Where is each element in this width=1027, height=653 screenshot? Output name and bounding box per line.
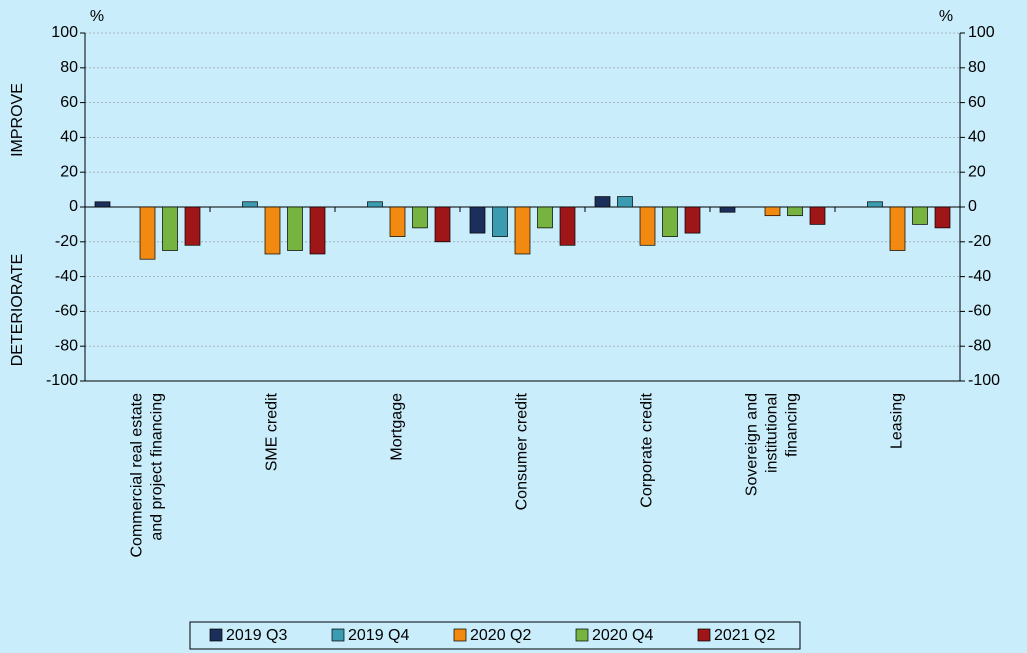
bar <box>434 206 451 243</box>
y2-tick-label: 100 <box>968 24 995 41</box>
bar <box>94 201 111 208</box>
unit-left: % <box>90 8 104 25</box>
bar <box>184 206 201 246</box>
y-tick-label: 80 <box>60 59 78 76</box>
legend-label: 2020 Q4 <box>592 627 653 644</box>
legend-label: 2019 Q4 <box>348 627 409 644</box>
y2-tick-label: 20 <box>968 163 986 180</box>
bar <box>469 206 486 234</box>
y-tick-label: -60 <box>55 303 78 320</box>
bar <box>139 206 156 260</box>
legend-swatch <box>331 628 345 642</box>
bar <box>912 206 928 225</box>
legend-label: 2020 Q2 <box>470 627 531 644</box>
y-tick-label: -20 <box>55 233 78 250</box>
y2-tick-label: 40 <box>968 129 986 146</box>
x-tick-label: Leasing <box>889 393 906 449</box>
legend-swatch <box>453 628 467 642</box>
bar <box>934 206 951 229</box>
x-tick-label: Commercial real estate and project financ… <box>129 393 166 558</box>
legend-swatch <box>575 628 589 642</box>
y-tick-label: 100 <box>51 24 78 41</box>
bar <box>492 206 508 237</box>
legend-label: 2021 Q2 <box>714 627 775 644</box>
y-tick-label: 40 <box>60 129 78 146</box>
x-tick-label: Mortgage <box>389 393 406 461</box>
x-tick-label: SME credit <box>264 392 281 471</box>
x-tick-label: Consumer credit <box>514 392 531 510</box>
bar <box>719 206 736 213</box>
y-tick-label: 60 <box>60 94 78 111</box>
y-tick-label: -80 <box>55 337 78 354</box>
x-tick-label: Corporate credit <box>639 392 656 507</box>
legend-label: 2019 Q3 <box>226 627 287 644</box>
bar <box>264 206 281 255</box>
y2-tick-label: 80 <box>968 59 986 76</box>
bar <box>787 206 803 217</box>
y-label-top: IMPROVE <box>9 83 26 157</box>
bar <box>367 201 383 208</box>
bar <box>639 206 656 246</box>
bar <box>662 206 678 237</box>
bar <box>514 206 531 255</box>
bar <box>764 206 781 217</box>
bar <box>287 206 303 251</box>
y2-tick-label: -80 <box>968 337 991 354</box>
y2-tick-label: 60 <box>968 94 986 111</box>
bar <box>559 206 576 246</box>
y2-tick-label: -100 <box>968 372 1000 389</box>
y2-tick-label: -60 <box>968 303 991 320</box>
bar <box>594 196 611 208</box>
y-tick-label: 20 <box>60 163 78 180</box>
bar <box>809 206 826 225</box>
bar <box>867 201 883 208</box>
bar <box>684 206 701 234</box>
y-label-bottom: DETERIORATE <box>9 254 26 367</box>
bar <box>889 206 906 251</box>
y2-tick-label: -40 <box>968 268 991 285</box>
bar <box>389 206 406 237</box>
bar <box>309 206 326 255</box>
bar <box>242 201 258 208</box>
y2-tick-label: -20 <box>968 233 991 250</box>
bar <box>412 206 428 229</box>
y-tick-label: 0 <box>69 198 78 215</box>
bar <box>617 196 633 208</box>
unit-right: % <box>939 8 953 25</box>
x-tick-label: Sovereign and institutional financing <box>744 393 801 496</box>
y2-tick-label: 0 <box>968 198 977 215</box>
bar <box>537 206 553 229</box>
legend-swatch <box>697 628 711 642</box>
bar <box>162 206 178 251</box>
y-tick-label: -100 <box>46 372 78 389</box>
y-tick-label: -40 <box>55 268 78 285</box>
legend-swatch <box>209 628 223 642</box>
